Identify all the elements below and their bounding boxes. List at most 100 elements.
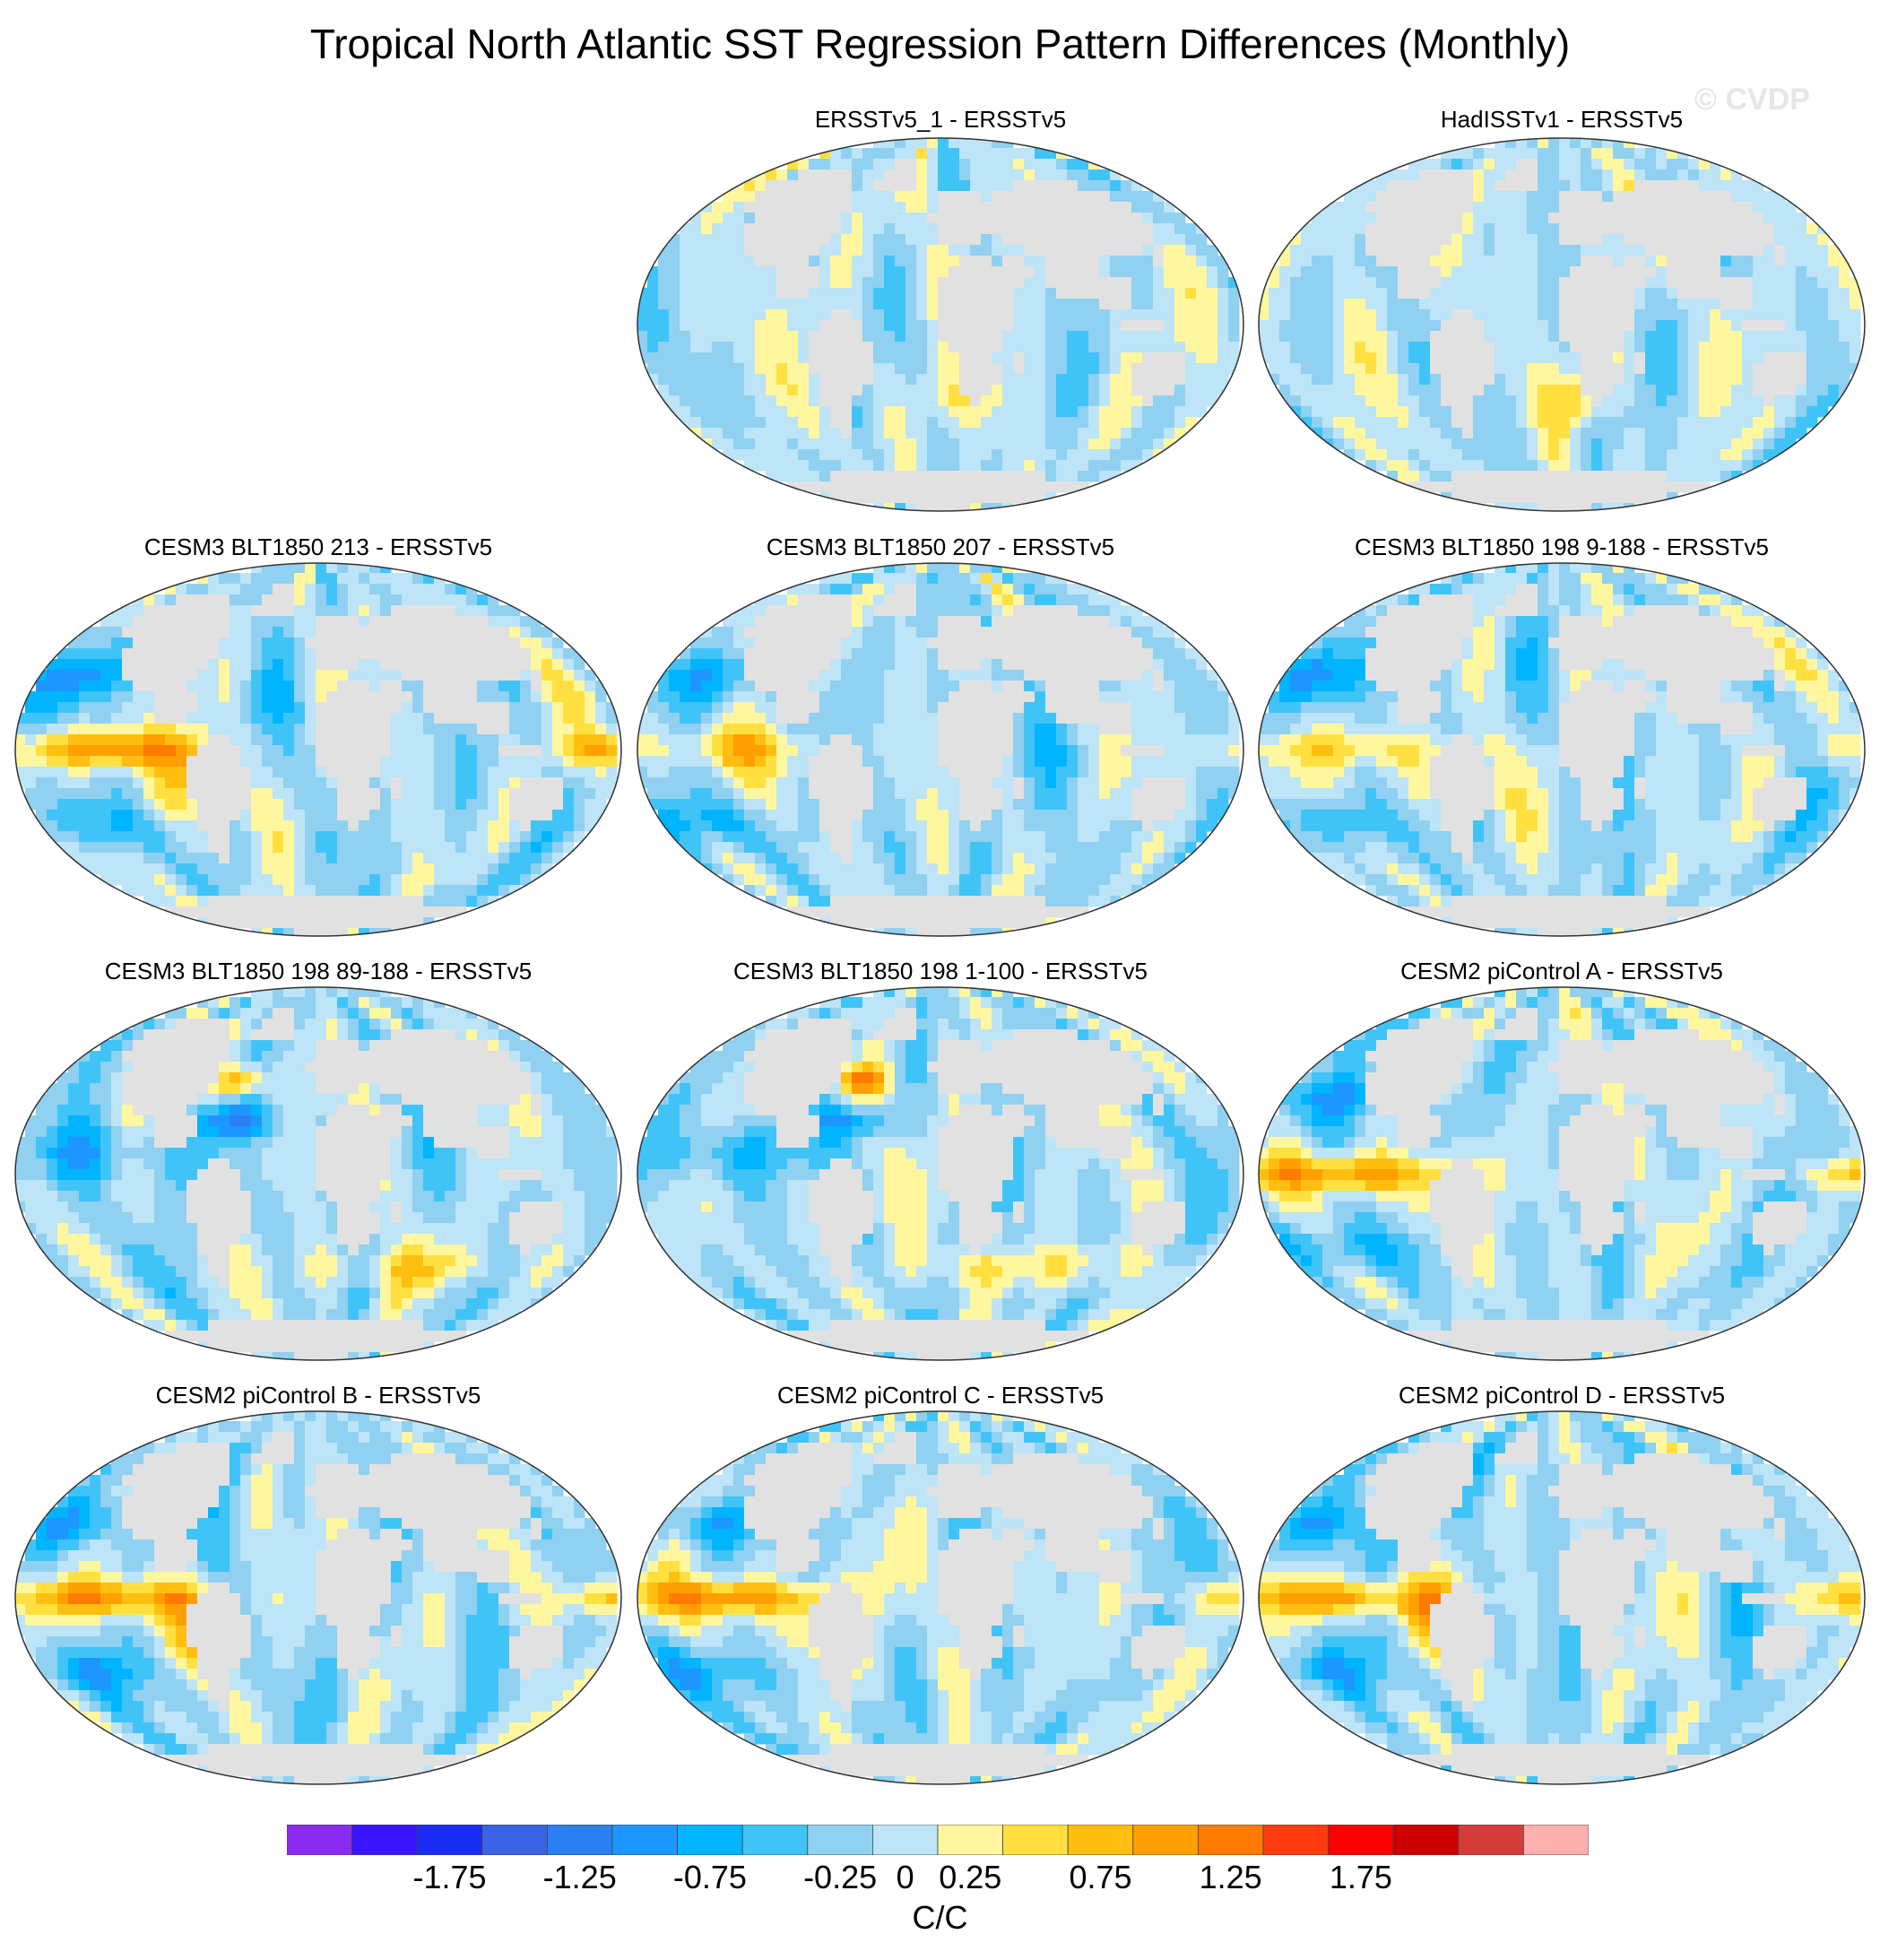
map-cell [262, 863, 273, 875]
map-cell [1548, 148, 1560, 160]
map-cell [1121, 202, 1132, 213]
map-cell [488, 756, 499, 768]
map-cell [1067, 584, 1079, 595]
map-cell [1559, 159, 1571, 170]
map-cell [445, 874, 456, 886]
map-cell [143, 637, 155, 649]
map-cell [369, 681, 381, 692]
map-cell [680, 266, 691, 278]
map-cell [294, 659, 306, 671]
map-cell [1376, 288, 1388, 299]
map-cell [1365, 406, 1377, 418]
map-cell [208, 896, 220, 907]
map-cell [143, 605, 155, 617]
map-cell [1088, 460, 1100, 472]
map-cell [100, 853, 112, 864]
map-cell [1441, 180, 1452, 192]
map-cell [1839, 309, 1850, 321]
map-cell [1056, 406, 1068, 418]
map-cell [809, 256, 820, 267]
map-cell [1408, 202, 1420, 213]
map-cell [884, 406, 896, 418]
map-cell [841, 605, 853, 617]
map-cell [723, 342, 734, 353]
map-cell [1185, 223, 1197, 235]
map-cell [938, 460, 949, 472]
map-cell [240, 906, 252, 918]
map-cell [1419, 266, 1431, 278]
map-cell [669, 395, 680, 407]
map-cell [798, 438, 810, 450]
map-cell [1196, 320, 1208, 332]
map-cell [1527, 234, 1538, 246]
map-cell [509, 670, 521, 681]
map-cell [133, 702, 144, 714]
map-cell [1002, 191, 1014, 203]
map-cell [143, 788, 155, 800]
map-cell [798, 212, 810, 224]
map-cell [1581, 299, 1592, 310]
map-cell [197, 767, 209, 778]
map-cell [531, 648, 542, 660]
map-cell [176, 659, 187, 671]
map-cell [830, 395, 842, 407]
map-cell [1548, 159, 1560, 170]
map-cell [938, 594, 949, 606]
map-cell [391, 863, 403, 875]
map-cell [1451, 342, 1463, 353]
map-cell [445, 648, 456, 660]
map-cell [1398, 320, 1409, 332]
map-cell [337, 734, 349, 746]
map-cell [981, 449, 992, 461]
map-cell [1398, 374, 1409, 386]
map-cell [25, 713, 37, 724]
map-cell [154, 681, 166, 692]
map-cell [1322, 288, 1334, 299]
map-cell [916, 342, 928, 353]
map-cell [552, 681, 564, 692]
map-cell [916, 180, 928, 192]
map-cell [316, 896, 327, 907]
map-cell [723, 385, 734, 396]
map-cell [1720, 406, 1732, 418]
map-cell [1624, 288, 1635, 299]
map-cell [992, 481, 1003, 493]
map-cell [819, 481, 831, 493]
map-cell [841, 223, 853, 235]
map-cell [819, 180, 831, 192]
map-cell [219, 648, 230, 660]
map-cell [326, 853, 338, 864]
map-cell [1099, 234, 1111, 246]
map-cell [186, 777, 198, 789]
map-cell [1527, 449, 1538, 461]
map-cell [79, 799, 91, 811]
map-cell [637, 299, 648, 310]
map-cell [1013, 637, 1025, 649]
map-cell [1677, 449, 1689, 461]
map-cell [905, 309, 917, 321]
map-cell [884, 492, 896, 504]
map-cell [68, 648, 80, 660]
map-cell [1110, 320, 1122, 332]
map-cell [36, 745, 48, 757]
map-cell [1462, 212, 1474, 224]
map-cell [1817, 245, 1829, 256]
map-cell [1591, 309, 1603, 321]
map-cell [992, 159, 1003, 170]
map-cell [1634, 406, 1646, 418]
map-cell [240, 853, 252, 864]
map-cell [585, 756, 596, 768]
map-cell [1473, 223, 1485, 235]
map-cell [841, 616, 853, 628]
map-cell [68, 702, 80, 714]
map-cell [787, 648, 799, 660]
map-cell [90, 853, 101, 864]
map-cell [359, 767, 370, 778]
map-cell [423, 724, 435, 735]
map-cell [165, 777, 177, 789]
map-cell [1688, 320, 1700, 332]
map-cell [744, 299, 756, 310]
map-cell [1785, 331, 1797, 343]
map-cell [1817, 385, 1829, 396]
map-cell [1164, 331, 1175, 343]
